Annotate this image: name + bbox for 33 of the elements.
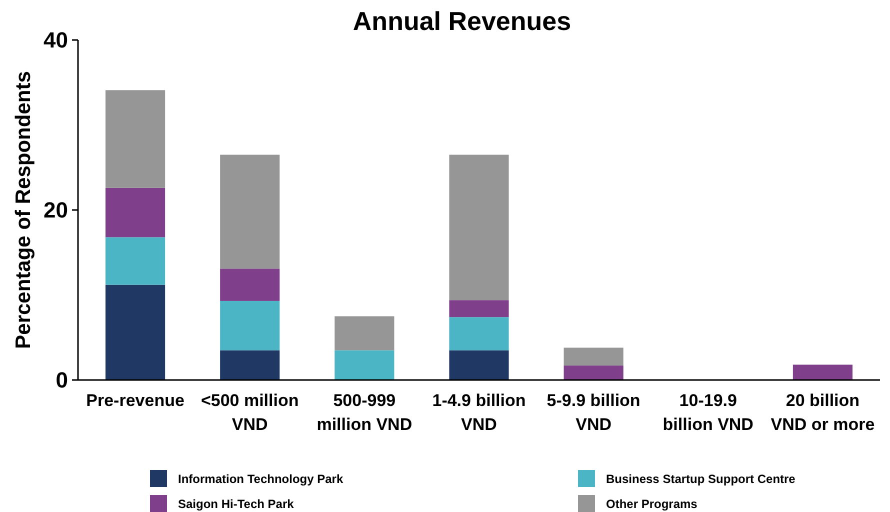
x-tick-label: Pre-revenue	[86, 391, 184, 410]
chart-title: Annual Revenues	[352, 6, 572, 36]
bar	[220, 268, 280, 301]
legend-label: Business Startup Support Centre	[606, 472, 796, 486]
bar	[220, 350, 280, 380]
bar	[105, 237, 166, 285]
x-tick-label: 5-9.9 billion VND	[546, 391, 640, 434]
bar	[449, 317, 509, 350]
bar	[449, 300, 509, 318]
y-tick-label: 0	[56, 368, 68, 393]
bar	[449, 154, 509, 300]
bar	[220, 300, 280, 350]
bar	[105, 284, 166, 380]
x-tick-label: 10-19.9 billion VND	[662, 391, 754, 434]
bar	[334, 316, 394, 350]
bar	[564, 348, 624, 366]
bar	[334, 350, 394, 380]
y-tick-label: 20	[44, 198, 68, 223]
x-tick-label: 20 billion VND or more	[770, 391, 875, 434]
bar	[449, 350, 509, 380]
bar	[564, 366, 624, 380]
x-tick-label: 1-4.9 billion VND	[432, 391, 526, 434]
legend-label: Other Programs	[606, 497, 698, 511]
y-tick-label: 40	[44, 28, 68, 53]
x-tick-label: <500 million VND	[200, 391, 299, 434]
legend-label: Saigon Hi-Tech Park	[178, 497, 294, 511]
legend-label: Information Technology Park	[178, 472, 344, 486]
x-tick-label: 500-999 million VND	[316, 391, 412, 434]
bar	[792, 364, 853, 380]
bar	[220, 154, 280, 269]
y-axis-title: Percentage of Respondents	[12, 71, 35, 349]
bar	[105, 90, 166, 188]
bar	[105, 188, 166, 238]
